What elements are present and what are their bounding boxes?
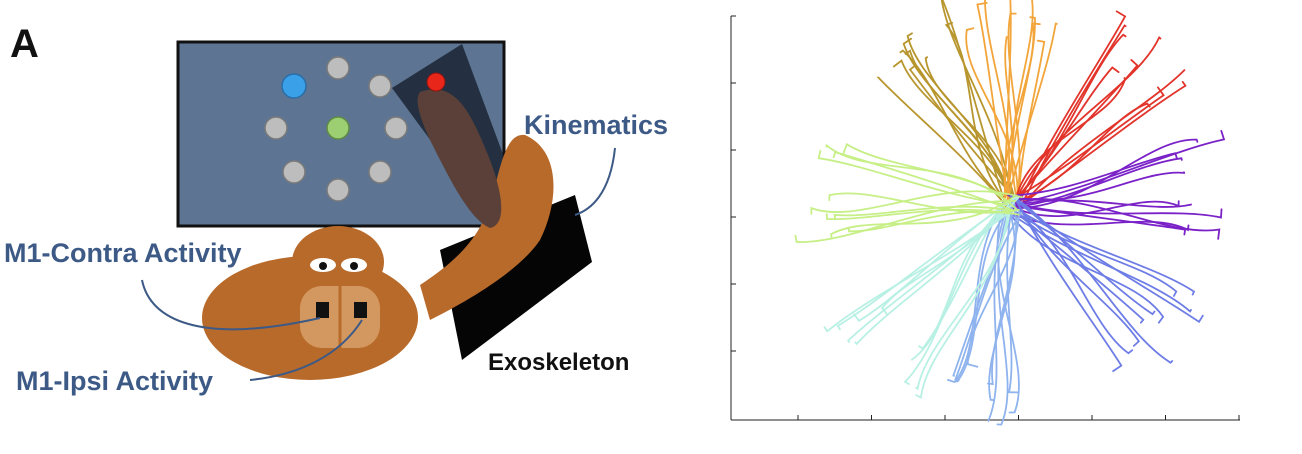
trajectory-line bbox=[810, 190, 1023, 215]
m1-ipsi-leader bbox=[249, 319, 363, 381]
trajectory-line bbox=[881, 194, 1016, 315]
target-bottom-left bbox=[282, 160, 306, 184]
trajectory-line bbox=[1012, 205, 1196, 296]
trajectory-line bbox=[1007, 81, 1187, 215]
target-bottom bbox=[326, 178, 350, 202]
trajectory-line bbox=[817, 149, 1008, 206]
trajectory-line bbox=[1013, 196, 1123, 372]
trajectory-line bbox=[828, 192, 1020, 214]
trajectory-line bbox=[996, 195, 1016, 426]
target-right bbox=[384, 116, 408, 140]
trajectory-line bbox=[987, 202, 1017, 386]
kinematics-leader bbox=[574, 147, 616, 216]
trajectory-line bbox=[1008, 152, 1178, 197]
target-top bbox=[326, 56, 350, 80]
trajectory-line bbox=[1018, 24, 1127, 211]
trajectory-line bbox=[854, 196, 1020, 346]
trajectory-line bbox=[1007, 12, 1021, 199]
target-left bbox=[264, 116, 288, 140]
plot-axes bbox=[730, 15, 1240, 421]
center-target bbox=[326, 116, 350, 140]
trajectory-line bbox=[976, 2, 1010, 203]
trajectory-line bbox=[965, 27, 1019, 210]
m1-ipsi-label: M1-Ipsi Activity bbox=[16, 366, 214, 396]
m1-contra-array bbox=[316, 302, 329, 318]
trajectory-plot bbox=[730, 0, 1240, 426]
monkey-head bbox=[292, 226, 384, 298]
trajectory-line bbox=[1003, 22, 1041, 196]
trajectory-line bbox=[1019, 69, 1186, 210]
target-top-right bbox=[368, 74, 392, 98]
target-red-active bbox=[426, 72, 446, 92]
trajectory-line bbox=[1014, 86, 1165, 199]
trajectory-line bbox=[1014, 77, 1127, 204]
trajectory-line bbox=[988, 208, 1016, 402]
trajectory-line bbox=[1006, 197, 1019, 394]
trajectory-line bbox=[904, 49, 1010, 203]
m1-contra-leader bbox=[141, 279, 321, 331]
kinematics-label: Kinematics bbox=[524, 110, 669, 140]
monkey-upper-arm bbox=[420, 134, 554, 320]
m1-ipsi-array bbox=[354, 302, 367, 318]
trajectory-line bbox=[853, 198, 1014, 322]
trajectory-line bbox=[833, 205, 1015, 220]
m1-contra-label: M1-Contra Activity bbox=[4, 238, 242, 268]
trajectory-line bbox=[794, 199, 1017, 243]
trajectory-line bbox=[984, 0, 1010, 197]
trajectory-line bbox=[915, 209, 1011, 390]
trajectory-lines bbox=[794, 0, 1226, 426]
trajectory-line bbox=[1002, 22, 1058, 216]
panel-letter: A bbox=[10, 22, 39, 66]
monkey-forearm bbox=[417, 89, 502, 228]
trajectory-line bbox=[1002, 36, 1014, 203]
trajectory-line bbox=[1005, 199, 1192, 209]
trajectory-line bbox=[1011, 198, 1221, 240]
exoskeleton-label: Exoskeleton bbox=[488, 349, 630, 376]
trajectory-line bbox=[1008, 212, 1165, 324]
trajectory-line bbox=[1013, 10, 1127, 213]
trajectory-line bbox=[908, 65, 1017, 200]
trajectory-line bbox=[944, 21, 1012, 207]
target-ring bbox=[264, 56, 408, 202]
trajectory-line bbox=[1011, 36, 1162, 210]
trajectory-line bbox=[987, 198, 1012, 423]
trajectory-line bbox=[1009, 204, 1187, 236]
trajectory-line bbox=[1010, 196, 1156, 316]
trajectory-line bbox=[830, 194, 1017, 239]
trajectory-line bbox=[847, 210, 1020, 233]
trajectory-line bbox=[1011, 195, 1174, 364]
trajectory-line bbox=[954, 210, 1010, 383]
trajectory-line bbox=[899, 49, 1006, 201]
trajectory-line bbox=[911, 205, 1012, 361]
trajectory-line bbox=[1017, 130, 1226, 205]
target-top-left-blue bbox=[281, 73, 307, 99]
setup-illustration bbox=[141, 40, 616, 381]
trajectory-line bbox=[996, 200, 1020, 414]
trajectory-line bbox=[1018, 39, 1046, 199]
target-bottom-right bbox=[368, 160, 392, 184]
